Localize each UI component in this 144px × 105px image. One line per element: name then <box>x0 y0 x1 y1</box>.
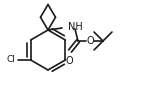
Text: Cl: Cl <box>7 56 16 64</box>
Text: O: O <box>65 56 73 66</box>
Text: NH: NH <box>68 22 83 32</box>
Text: O: O <box>86 36 94 46</box>
